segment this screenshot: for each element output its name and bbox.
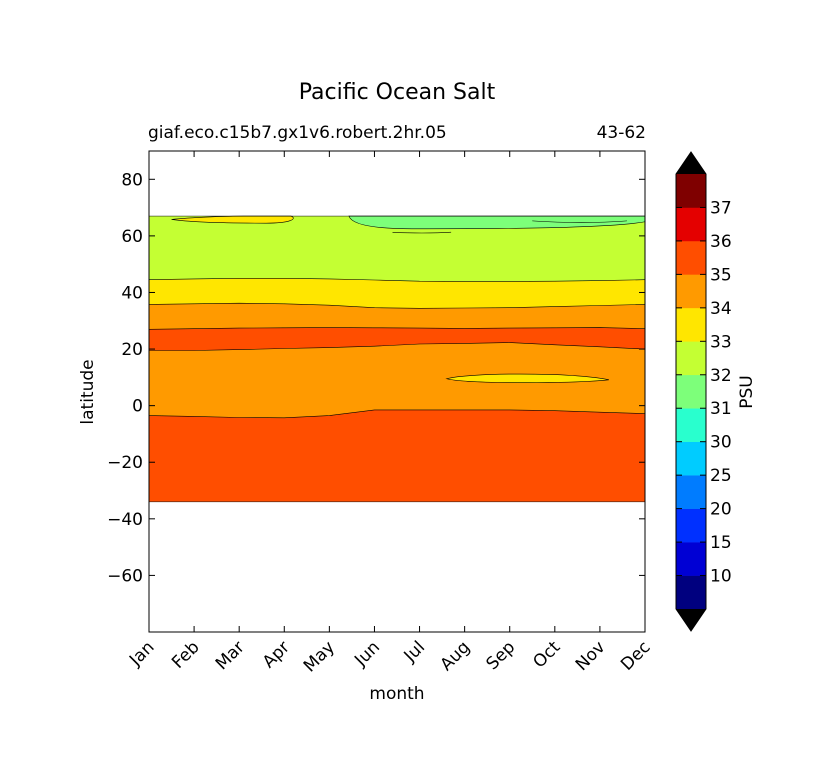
colorbar-label: PSU (737, 375, 757, 409)
contour-patch-33-34-north (171, 215, 294, 224)
colorbar-segment (676, 542, 706, 576)
colorbar-segment (676, 475, 706, 509)
x-tick-label: Jan (125, 637, 158, 670)
y-tick-label: −20 (107, 453, 143, 473)
colorbar-segment (676, 441, 706, 476)
x-tick-label: Apr (259, 637, 294, 672)
colorbar: 10 15 20 25 30 31 32 33 34 35 36 37 (675, 151, 732, 632)
y-tick-label: 80 (121, 170, 143, 190)
contour-line (148, 327, 646, 330)
contour-line (149, 342, 646, 351)
y-tick-label: 60 (121, 227, 143, 247)
contour-line (532, 220, 627, 223)
chart-subtitle-left: giaf.eco.c15b7.gx1v6.robert.2hr.05 (148, 123, 447, 143)
colorbar-segment (676, 174, 706, 208)
y-tick-label: −40 (107, 510, 143, 530)
x-tick-label: Oct (529, 637, 564, 672)
contour-band-34-35-equator (149, 342, 645, 418)
colorbar-tick-label: 10 (710, 567, 732, 587)
y-axis: 80 60 40 20 0 −20 −40 −60 (107, 170, 645, 586)
x-tick-label: Sep (482, 637, 519, 674)
x-tick-label: Mar (212, 637, 249, 674)
y-tick-label: −60 (107, 566, 143, 586)
plot-frame (148, 150, 646, 633)
contour-line (392, 231, 452, 234)
x-tick-label: Feb (168, 637, 203, 672)
colorbar-extend-min (676, 609, 706, 631)
contour-patch-33-34-equator (445, 373, 609, 383)
colorbar-segment (676, 240, 706, 275)
colorbar-outline (675, 151, 707, 632)
colorbar-segment (676, 374, 706, 409)
colorbar-segment (676, 575, 706, 610)
contour-band-34-35-north (149, 303, 645, 330)
y-axis-label: latitude (78, 359, 98, 424)
colorbar-tick-label: 35 (710, 265, 732, 285)
colorbar-tick-label: 20 (710, 500, 732, 520)
contour-patch-31-32-north (348, 215, 646, 230)
x-tick-label: Jun (350, 637, 384, 671)
chart-title: Pacific Ocean Salt (299, 80, 496, 105)
x-tick-label: May (300, 637, 339, 676)
colorbar-tick-label: 25 (710, 466, 732, 486)
colorbar-segment (676, 408, 706, 442)
x-tick-label: Dec (617, 637, 654, 674)
colorbar-tick-label: 34 (710, 299, 732, 319)
x-tick-label: Aug (437, 637, 475, 675)
y-tick-label: 20 (121, 340, 143, 360)
colorbar-segment (676, 307, 706, 342)
plot-area (148, 150, 646, 633)
colorbar-tick-label: 37 (710, 198, 732, 218)
contour-band-35-36-south (149, 409, 645, 502)
colorbar-segment (676, 207, 706, 242)
y-tick-label: 40 (121, 283, 143, 303)
x-tick-label: Nov (572, 637, 610, 675)
contour-band-35-36-north (149, 327, 645, 351)
contour-band-32-33 (149, 216, 645, 282)
x-tick-label: Jul (400, 637, 429, 666)
contour-line (148, 409, 646, 419)
colorbar-tick-label: 31 (710, 399, 732, 419)
colorbar-extend-max (676, 152, 706, 174)
colorbar-segment (676, 508, 706, 543)
contour-band-33-34 (149, 278, 645, 309)
colorbar-tick-label: 32 (710, 366, 732, 386)
colorbar-tick-label: 33 (710, 332, 732, 352)
colorbar-segment (676, 274, 706, 309)
colorbar-tick-label: 30 (710, 433, 732, 453)
colorbar-segment (676, 341, 706, 376)
contour-line (148, 302, 646, 309)
contour-line (148, 277, 646, 282)
y-tick-label: 0 (132, 397, 143, 417)
x-axis-label: month (369, 684, 424, 704)
colorbar-tick-label: 36 (710, 232, 732, 252)
colorbar-tick-label: 15 (710, 533, 732, 553)
chart-subtitle-right: 43-62 (597, 123, 646, 143)
